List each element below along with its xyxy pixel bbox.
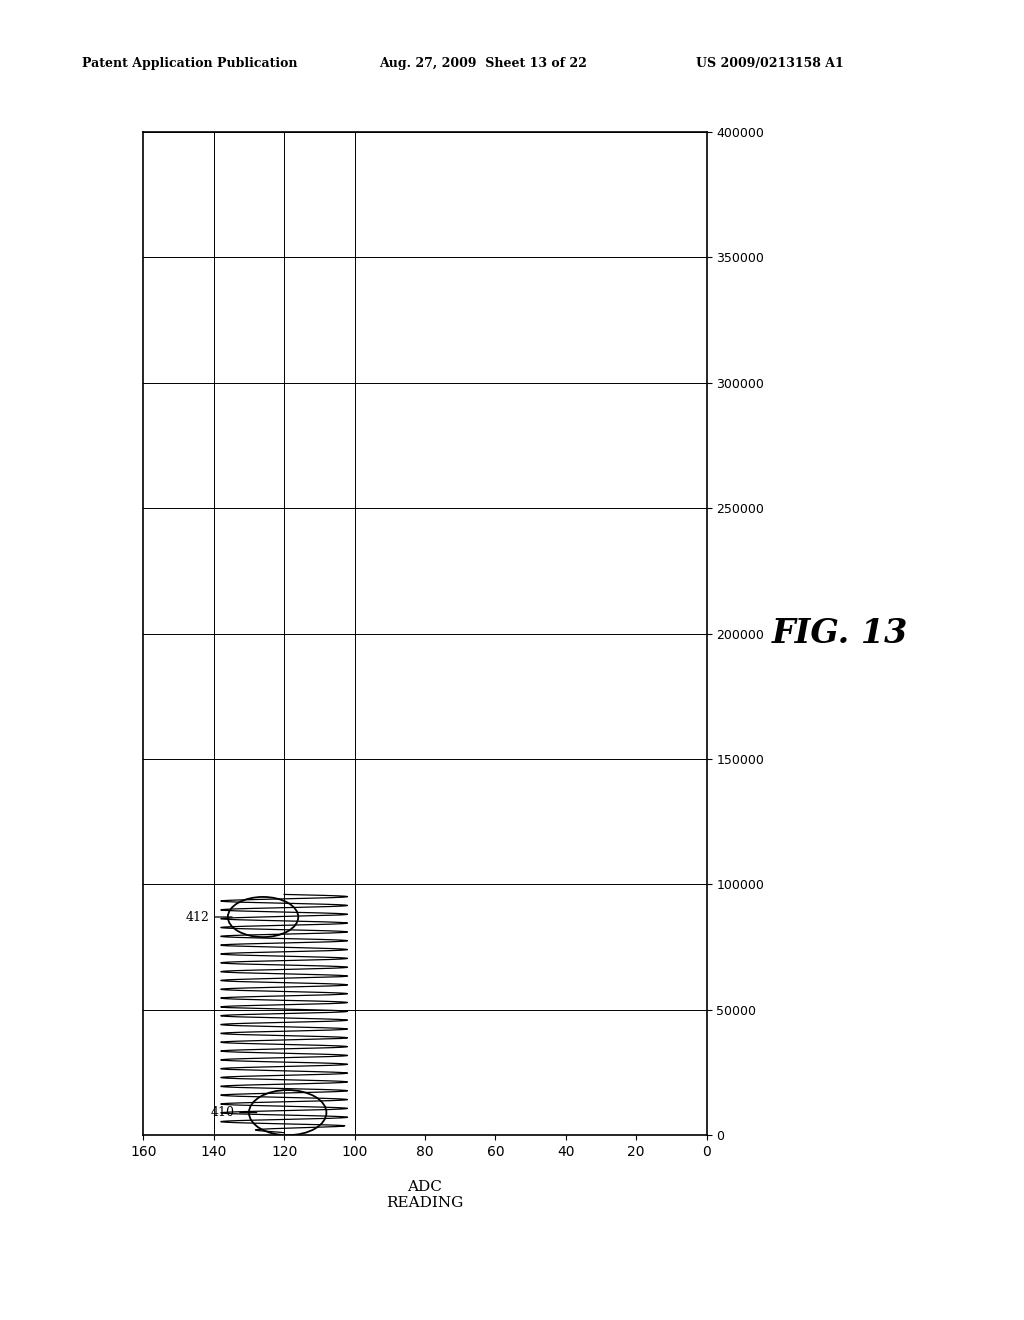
Text: 410: 410 — [210, 1106, 257, 1119]
Text: FIG. 13: FIG. 13 — [771, 618, 908, 651]
Text: Aug. 27, 2009  Sheet 13 of 22: Aug. 27, 2009 Sheet 13 of 22 — [379, 57, 587, 70]
X-axis label: ADC
READING: ADC READING — [386, 1180, 464, 1210]
Text: Patent Application Publication: Patent Application Publication — [82, 57, 297, 70]
Text: 412: 412 — [185, 911, 232, 924]
Text: US 2009/0213158 A1: US 2009/0213158 A1 — [696, 57, 844, 70]
